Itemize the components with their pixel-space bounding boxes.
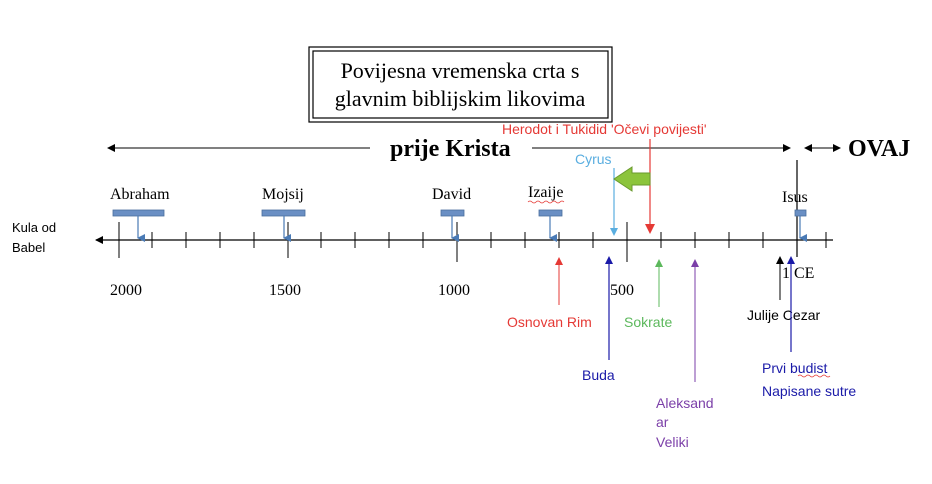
- year-label-1500: 1500: [269, 282, 301, 299]
- year-label-2000: 2000: [110, 282, 142, 299]
- year-label-1ce: 1 CE: [782, 265, 814, 282]
- figure-izaije-label: Izaije: [528, 184, 564, 201]
- event-buda: Buda: [582, 256, 615, 383]
- event-sokrate-label: Sokrate: [624, 314, 672, 330]
- event-prvi-budist: Prvi budist Napisane sutre: [762, 256, 856, 399]
- event-sokrate: Sokrate: [624, 259, 672, 330]
- era-after-label: OVAJ: [848, 136, 910, 162]
- event-aleksandar-label-1: Aleksand: [656, 395, 714, 411]
- event-aleksandar-label-3: Veliki: [656, 434, 689, 450]
- axis-ticks: [118, 222, 827, 262]
- figure-david: David: [432, 186, 471, 242]
- figure-abraham: Abraham: [110, 186, 170, 242]
- event-aleksandar: Aleksand ar Veliki: [656, 259, 714, 450]
- event-buda-label: Buda: [582, 367, 615, 383]
- event-julije-cezar-label: Julije Cezar: [747, 307, 820, 323]
- figure-abraham-label: Abraham: [110, 186, 170, 203]
- figure-isus-label: Isus: [782, 189, 808, 206]
- figure-isus: Isus: [782, 189, 808, 242]
- figure-izaije: Izaije: [527, 184, 565, 242]
- axis-start-label-line-2: Babel: [12, 240, 45, 255]
- figure-mojsije: Mojsij: [261, 186, 306, 242]
- figure-mojsije-label: Mojsij: [262, 186, 304, 203]
- era-before-label: prije Krista: [390, 136, 511, 162]
- event-cyrus: Cyrus: [575, 151, 618, 236]
- green-arrow-icon: [613, 166, 651, 192]
- event-osnovan-rim: Osnovan Rim: [507, 257, 592, 330]
- year-label-1000: 1000: [438, 282, 470, 299]
- event-cyrus-label: Cyrus: [575, 151, 612, 167]
- title-line-1: Povijesna vremenska crta s: [341, 58, 580, 83]
- event-prvi-budist-label: Prvi budist: [762, 360, 827, 376]
- event-napisane-sutre-label: Napisane sutre: [762, 383, 856, 399]
- event-herodot-label: Herodot i Tukidid 'Očevi povijesti': [502, 121, 707, 137]
- event-aleksandar-label-2: ar: [656, 414, 669, 430]
- figure-david-label: David: [432, 186, 471, 203]
- title-box: Povijesna vremenska crta s glavnim bibli…: [308, 46, 613, 123]
- event-julije-cezar: Julije Cezar: [747, 256, 820, 323]
- year-label-500: 500: [610, 282, 634, 299]
- event-osnovan-rim-label: Osnovan Rim: [507, 314, 592, 330]
- event-herodot: Herodot i Tukidid 'Očevi povijesti': [502, 121, 707, 234]
- title-line-2: glavnim biblijskim likovima: [335, 86, 586, 111]
- axis-start-label-line-1: Kula od: [12, 220, 56, 235]
